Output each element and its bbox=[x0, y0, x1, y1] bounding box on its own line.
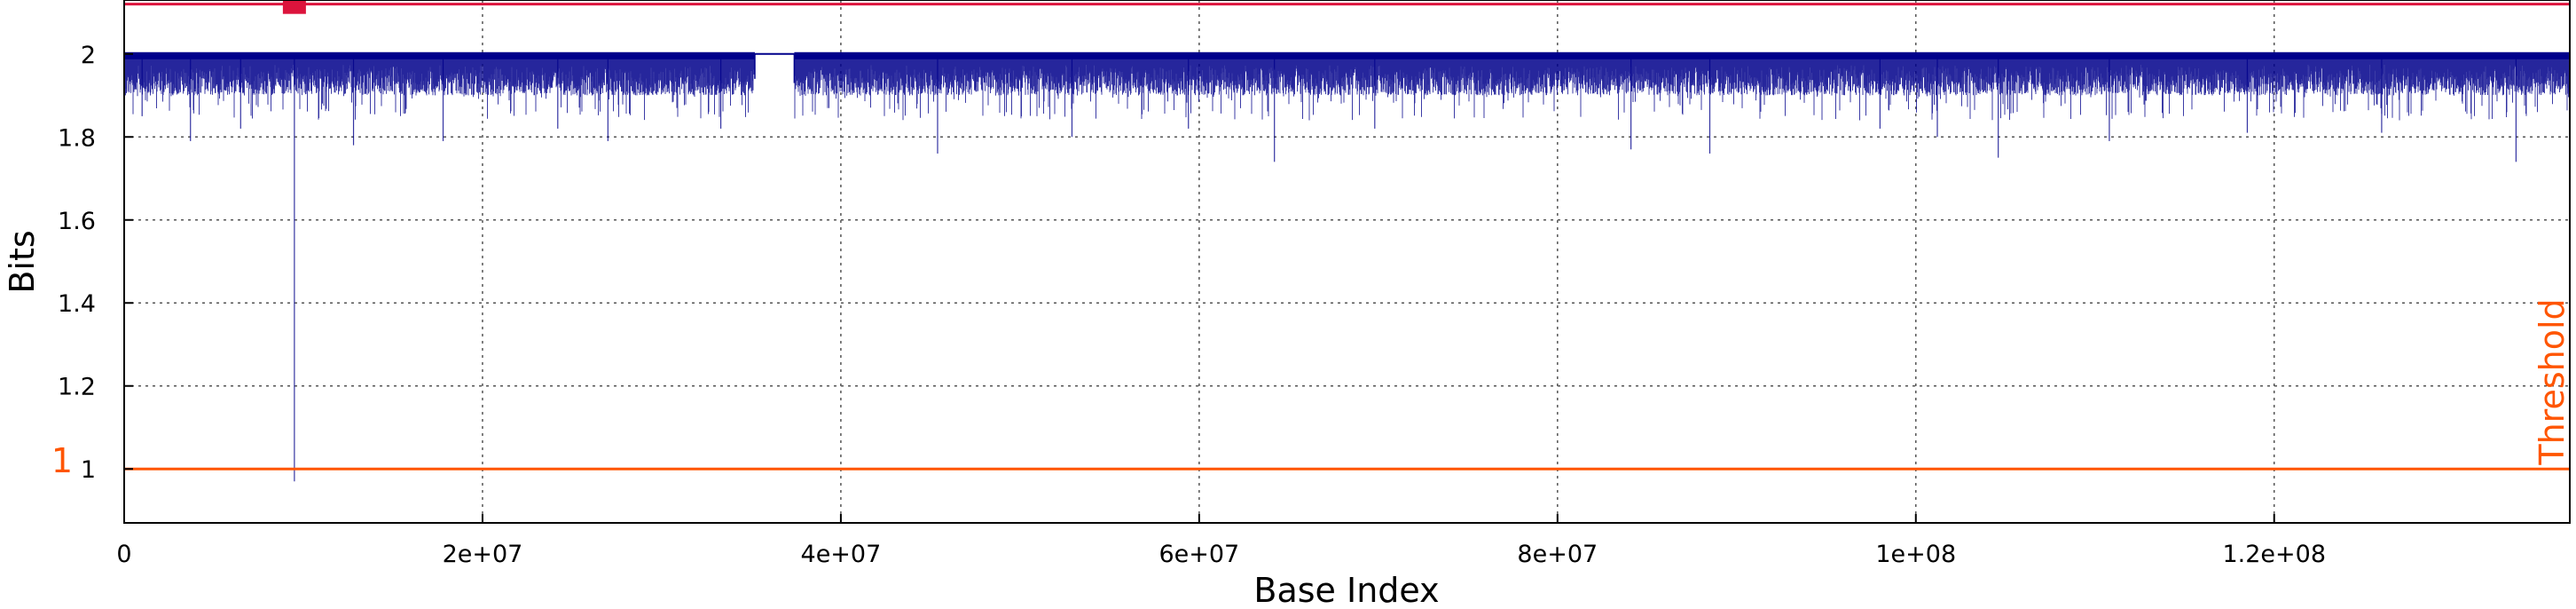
series-upper-edge bbox=[794, 51, 2570, 59]
position-marker bbox=[282, 0, 306, 14]
y-tick-label: 1.2 bbox=[58, 374, 96, 401]
reference-lines bbox=[124, 0, 2570, 471]
x-tick-label: 1.2e+08 bbox=[2222, 541, 2326, 568]
x-tick-label: 0 bbox=[116, 541, 131, 568]
x-tick-label: 1e+08 bbox=[1875, 541, 1956, 568]
threshold-label: Threshold bbox=[2533, 298, 2572, 465]
y-tick-label: 1.6 bbox=[58, 208, 96, 235]
entropy-series-band bbox=[124, 53, 2570, 121]
x-axis-title: Base Index bbox=[1253, 571, 1439, 609]
y-axis-title: Bits bbox=[3, 230, 42, 293]
ticks-layer: 0 2e+07 4e+07 6e+07 8e+07 1e+08 1.2e+08 1 1.2 1.4… bbox=[58, 42, 2326, 568]
plot-frame bbox=[123, 0, 2571, 524]
y-tick-label: 1.8 bbox=[58, 124, 96, 152]
threshold-axis-label: 1 bbox=[51, 441, 73, 480]
x-tick-label: 6e+07 bbox=[1158, 541, 1239, 568]
x-tick-label: 4e+07 bbox=[801, 541, 882, 568]
y-tick-label: 1.4 bbox=[58, 290, 96, 318]
y-tick-label: 2 bbox=[81, 42, 96, 69]
x-tick-label: 8e+07 bbox=[1517, 541, 1598, 568]
series-upper-edge bbox=[124, 51, 755, 59]
series-layer bbox=[124, 51, 2570, 482]
x-tick-label: 2e+07 bbox=[443, 541, 523, 568]
y-tick-label: 1 bbox=[81, 456, 96, 484]
